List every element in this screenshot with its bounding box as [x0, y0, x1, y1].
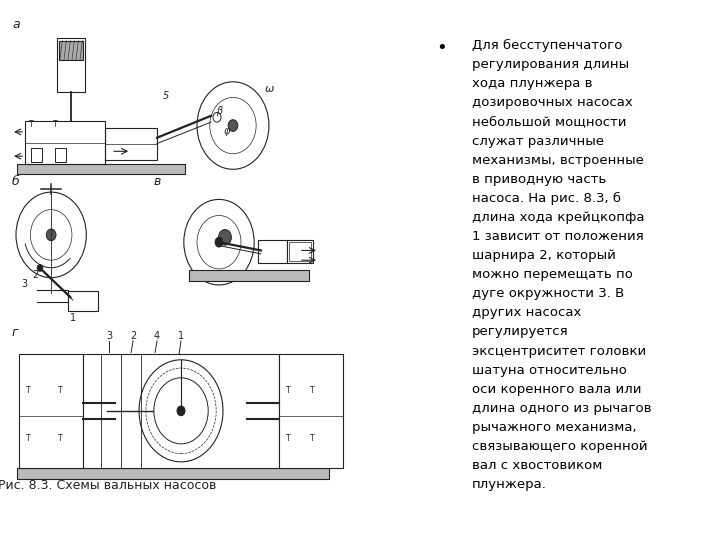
Circle shape	[30, 210, 72, 260]
Circle shape	[197, 82, 269, 170]
Circle shape	[154, 378, 208, 444]
Text: Рис. 8.3. Схемы вальных насосов: Рис. 8.3. Схемы вальных насосов	[0, 478, 216, 491]
Circle shape	[228, 120, 238, 131]
Circle shape	[46, 229, 56, 241]
Text: служат различные: служат различные	[472, 134, 604, 147]
Circle shape	[16, 192, 86, 278]
Bar	[59, 40, 83, 60]
Text: T: T	[310, 435, 315, 443]
Text: других насосах: других насосах	[472, 306, 581, 319]
Bar	[57, 38, 85, 92]
Text: ω: ω	[265, 84, 274, 93]
Text: оси коренного вала или: оси коренного вала или	[472, 383, 642, 396]
Text: T: T	[286, 435, 291, 443]
Bar	[83, 354, 279, 468]
Bar	[287, 240, 313, 263]
Circle shape	[184, 199, 254, 285]
Text: T: T	[29, 120, 34, 129]
Text: хода плунжера в: хода плунжера в	[472, 77, 593, 90]
Text: длина одного из рычагов: длина одного из рычагов	[472, 402, 652, 415]
Circle shape	[215, 238, 223, 247]
Text: а: а	[12, 18, 19, 31]
Text: T: T	[58, 435, 63, 443]
Text: 1: 1	[178, 332, 184, 341]
Text: г: г	[12, 326, 19, 339]
Text: T: T	[27, 386, 31, 395]
Bar	[68, 291, 98, 311]
Bar	[17, 468, 329, 479]
Text: регулируется: регулируется	[472, 326, 569, 339]
Text: насоса. На рис. 8.3, б: насоса. На рис. 8.3, б	[472, 192, 621, 205]
Text: •: •	[436, 39, 447, 57]
Text: эксцентриситет головки: эксцентриситет головки	[472, 345, 647, 357]
Bar	[31, 148, 42, 162]
Text: дозировочных насосах: дозировочных насосах	[472, 97, 633, 110]
Text: T: T	[286, 386, 291, 395]
Bar	[19, 354, 83, 468]
Bar	[105, 128, 157, 160]
Circle shape	[139, 360, 223, 462]
Text: длина хода крейцкопфа: длина хода крейцкопфа	[472, 211, 644, 224]
Text: 2: 2	[32, 269, 38, 280]
Bar	[17, 164, 185, 174]
Text: плунжера.: плунжера.	[472, 478, 547, 491]
Circle shape	[197, 215, 241, 269]
Bar	[189, 271, 309, 281]
Text: шарнира 2, который: шарнира 2, который	[472, 249, 616, 262]
Text: в: в	[153, 176, 161, 188]
Bar	[289, 242, 311, 261]
Text: β: β	[216, 106, 222, 117]
Text: T: T	[58, 386, 63, 395]
Text: Для бесступенчатого: Для бесступенчатого	[472, 39, 622, 52]
Text: механизмы, встроенные: механизмы, встроенные	[472, 154, 644, 167]
Bar	[258, 240, 287, 263]
Text: в приводную часть: в приводную часть	[472, 173, 606, 186]
Text: связывающего коренной: связывающего коренной	[472, 440, 647, 453]
Circle shape	[210, 97, 256, 154]
Text: дуге окружности 3. В: дуге окружности 3. В	[472, 287, 624, 300]
Text: T: T	[53, 120, 58, 129]
Text: рычажного механизма,: рычажного механизма,	[472, 421, 636, 434]
Circle shape	[219, 230, 231, 245]
Text: шатуна относительно: шатуна относительно	[472, 363, 627, 376]
Circle shape	[213, 112, 221, 122]
Circle shape	[177, 406, 185, 416]
Text: 4: 4	[154, 332, 160, 341]
Text: 2: 2	[130, 332, 136, 341]
Text: 3: 3	[21, 279, 27, 289]
Text: б: б	[12, 176, 19, 188]
Text: 1: 1	[70, 313, 76, 323]
Bar	[25, 120, 105, 164]
Text: можно перемещать по: можно перемещать по	[472, 268, 633, 281]
Circle shape	[37, 265, 42, 271]
Text: 5: 5	[163, 91, 169, 101]
Bar	[55, 148, 66, 162]
Text: T: T	[27, 435, 31, 443]
Bar	[279, 354, 343, 468]
Text: 3: 3	[106, 332, 112, 341]
Text: небольшой мощности: небольшой мощности	[472, 116, 626, 129]
Text: регулирования длины: регулирования длины	[472, 58, 629, 71]
Text: 1 зависит от положения: 1 зависит от положения	[472, 230, 644, 243]
Text: T: T	[310, 386, 315, 395]
Text: вал с хвостовиком: вал с хвостовиком	[472, 459, 603, 472]
Text: φ: φ	[224, 126, 230, 136]
